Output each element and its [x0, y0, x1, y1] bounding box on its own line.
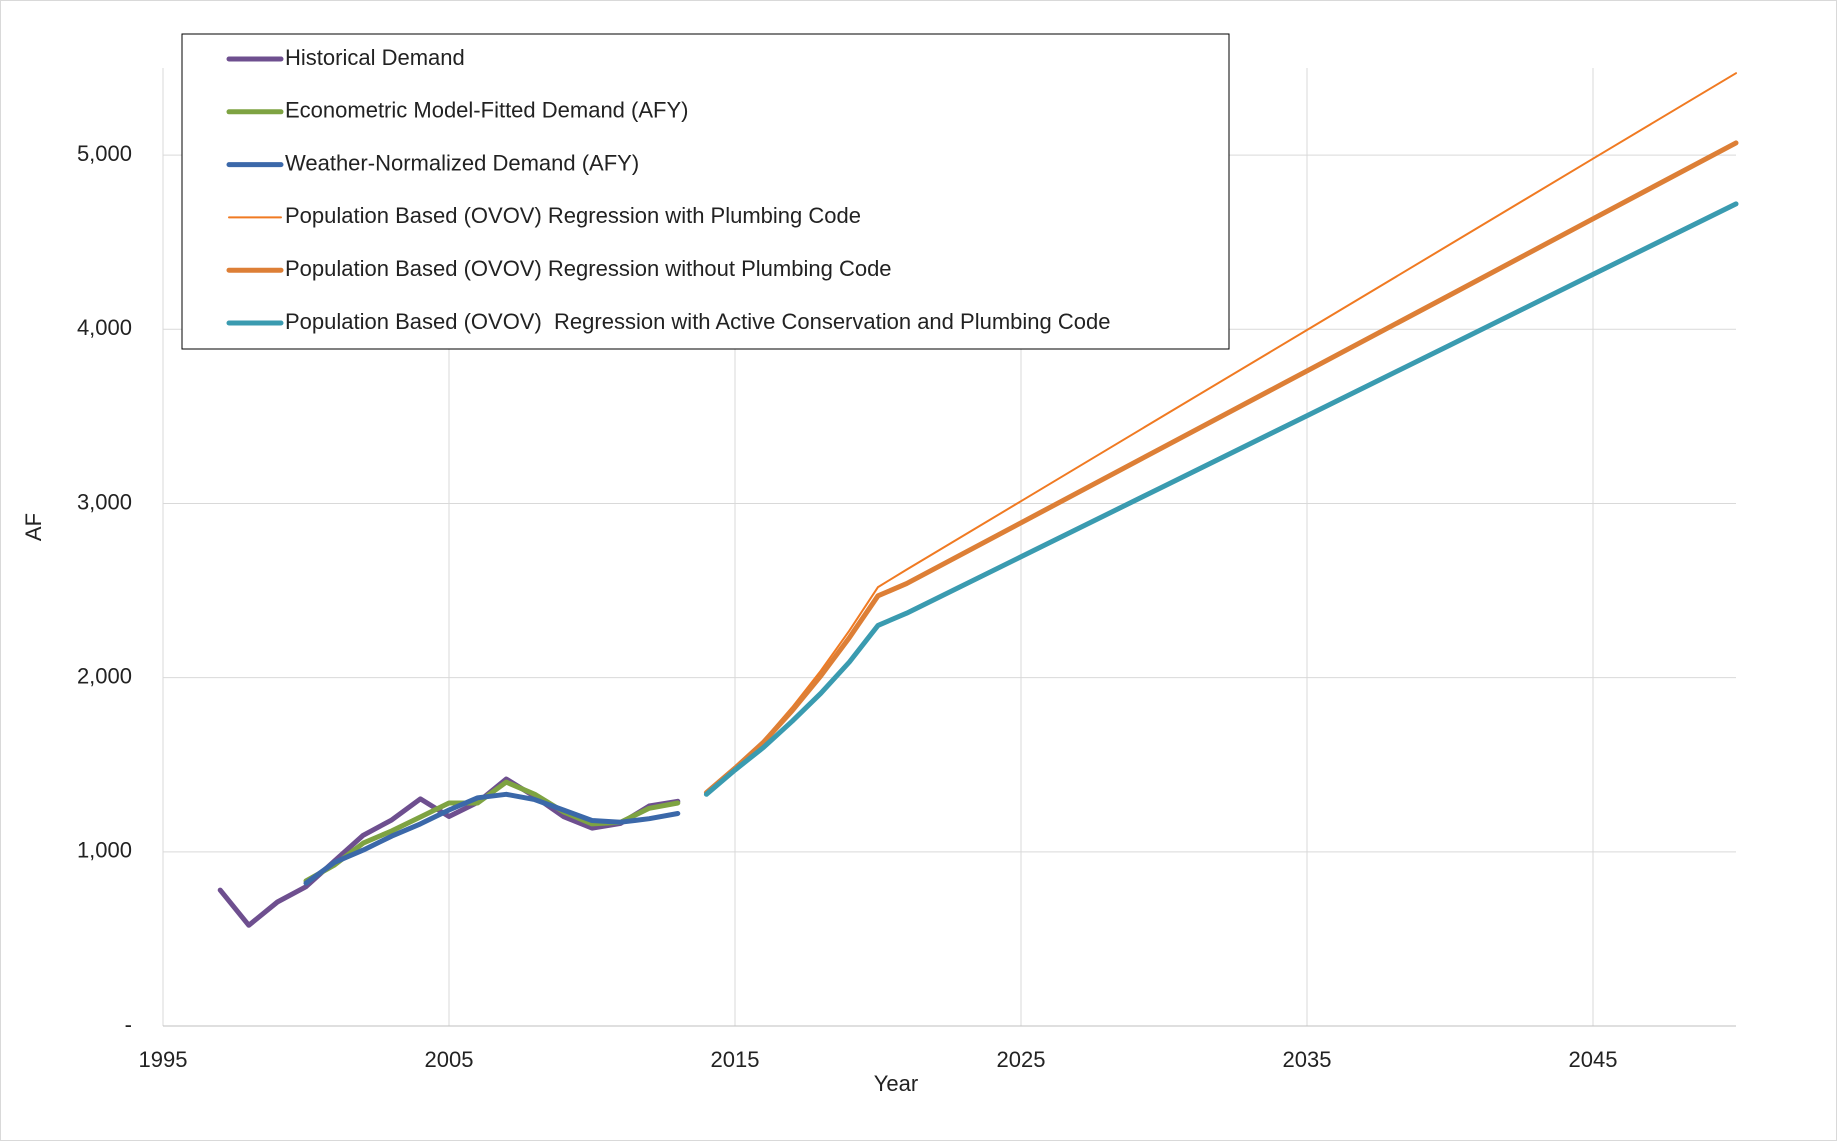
x-tick-label: 1995 [139, 1047, 188, 1072]
x-tick-label: 2045 [1569, 1047, 1618, 1072]
legend-label: Weather-Normalized Demand (AFY) [285, 150, 639, 175]
series-line [703, 201, 1739, 797]
y-tick-label: 1,000 [77, 838, 132, 863]
y-tick-label: 3,000 [77, 489, 132, 514]
legend-label: Population Based (OVOV) Regression witho… [285, 256, 892, 281]
series-line [217, 776, 681, 928]
legend-label: Historical Demand [285, 45, 465, 70]
legend-box [181, 33, 1230, 350]
legend-label: Population Based (OVOV) Regression with … [285, 309, 1110, 334]
y-axis-label: AF [21, 513, 46, 541]
series-line [303, 791, 681, 886]
x-tick-label: 2025 [997, 1047, 1046, 1072]
y-tick-label: - [125, 1012, 132, 1037]
y-tick-label: 5,000 [77, 141, 132, 166]
y-tick-label: 4,000 [77, 315, 132, 340]
legend-label: Population Based (OVOV) Regression with … [285, 203, 861, 228]
x-tick-label: 2005 [425, 1047, 474, 1072]
legend: Historical Demand Econometric Model-Fitte… [181, 33, 1230, 350]
x-tick-label: 2035 [1283, 1047, 1332, 1072]
series-line [703, 140, 1739, 796]
y-tick-label: 2,000 [77, 663, 132, 688]
legend-label: Econometric Model-Fitted Demand (AFY) [285, 98, 688, 123]
x-axis-label: Year [874, 1071, 918, 1096]
x-tick-label: 2015 [711, 1047, 760, 1072]
